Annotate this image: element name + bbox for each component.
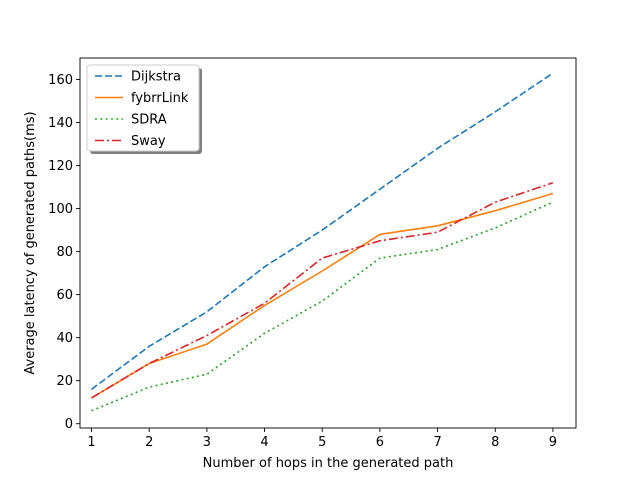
- legend-label-dijkstra: Dijkstra: [131, 70, 181, 85]
- y-tick-label: 160: [48, 73, 73, 88]
- y-tick-label: 60: [56, 288, 73, 303]
- y-tick-label: 40: [56, 331, 73, 346]
- y-tick-label: 140: [48, 116, 73, 131]
- x-tick-label: 7: [433, 435, 441, 450]
- legend-label-fybrrlink: fybrrLink: [131, 91, 189, 106]
- plot-area: [91, 72, 554, 412]
- series-line-sdra: [91, 201, 554, 412]
- x-tick-label: 8: [491, 435, 499, 450]
- x-axis-label: Number of hops in the generated path: [203, 456, 454, 471]
- y-tick-label: 0: [65, 417, 73, 432]
- y-tick-label: 20: [56, 374, 73, 389]
- y-tick-label: 120: [48, 159, 73, 174]
- x-tick-label: 5: [318, 435, 326, 450]
- series-line-sway: [91, 182, 554, 399]
- legend: Dijkstra fybrrLink SDRA Sway: [86, 64, 202, 154]
- legend-label-sdra: SDRA: [131, 113, 167, 128]
- x-tick-label: 3: [203, 435, 211, 450]
- series-line-dijkstra: [91, 72, 554, 390]
- legend-label-sway: Sway: [131, 134, 166, 149]
- legend-box: [86, 64, 200, 152]
- axes-frame: [79, 57, 577, 429]
- x-tick-label: 2: [145, 435, 153, 450]
- y-tick-label: 100: [48, 202, 73, 217]
- y-axis-label: Average latency of generated paths(ms): [23, 111, 38, 374]
- x-tick-label: 4: [260, 435, 268, 450]
- series-line-fybrrlink: [91, 192, 554, 399]
- axes: 1 2 3 4 5 6 7 8 9 0 20 40 60 80 100 120 140 160: [48, 57, 577, 450]
- y-tick-label: 80: [56, 245, 73, 260]
- x-tick-label: 9: [549, 435, 557, 450]
- x-tick-label: 6: [376, 435, 384, 450]
- x-tick-label: 1: [87, 435, 95, 450]
